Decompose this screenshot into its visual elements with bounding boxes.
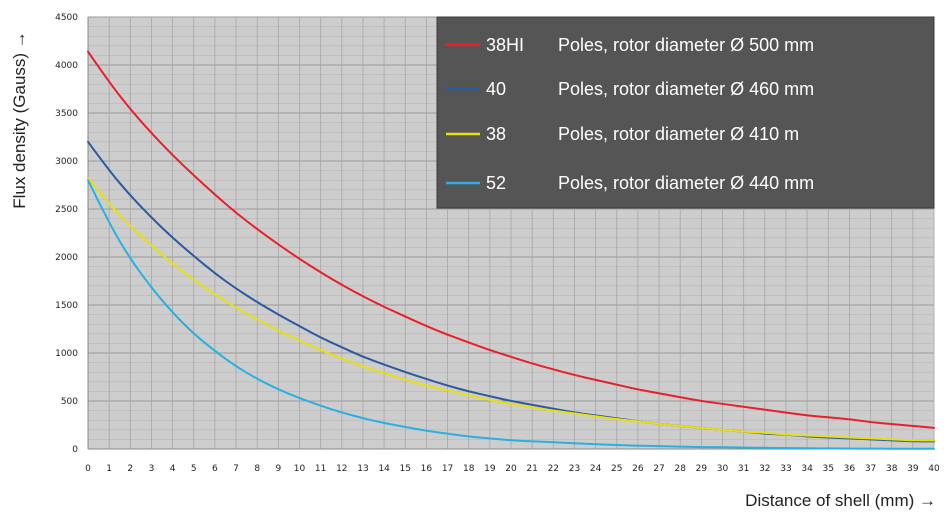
legend-box xyxy=(436,16,935,209)
y-tick-label: 3500 xyxy=(55,109,78,119)
x-tick-label: 38 xyxy=(886,464,898,474)
legend: 38HI Poles, rotor diameter Ø 500 mm 40 Pole… xyxy=(436,16,935,209)
x-tick-label: 29 xyxy=(696,464,708,474)
x-tick-label: 15 xyxy=(400,464,411,474)
y-tick-label: 0 xyxy=(72,445,78,455)
series-lines xyxy=(87,50,935,450)
x-tick-label: 9 xyxy=(275,464,281,474)
x-tick-label: 21 xyxy=(526,464,537,474)
x-tick-label: 11 xyxy=(315,464,326,474)
y-axis-title: Flux density (Gauss) → xyxy=(10,31,29,209)
y-tick-label: 4500 xyxy=(55,13,78,23)
x-tick-label: 24 xyxy=(590,464,602,474)
x-tick-label: 36 xyxy=(844,464,856,474)
series-line-52 xyxy=(87,179,935,450)
x-tick-label: 34 xyxy=(801,464,813,474)
x-tick-label: 12 xyxy=(336,464,347,474)
x-tick-label: 1 xyxy=(106,464,112,474)
x-tick-label: 10 xyxy=(294,464,306,474)
y-tick-label: 1500 xyxy=(55,301,78,311)
x-tick-label: 3 xyxy=(149,464,155,474)
x-tick-label: 31 xyxy=(738,464,749,474)
x-tick-label: 13 xyxy=(357,464,368,474)
x-tick-label: 28 xyxy=(674,464,686,474)
y-tick-label: 3000 xyxy=(55,157,78,167)
y-tick-label: 1000 xyxy=(55,349,78,359)
x-tick-label: 33 xyxy=(780,464,791,474)
legend-series-name: 38 xyxy=(486,124,506,144)
y-tick-label: 4000 xyxy=(55,61,78,71)
x-tick-label: 40 xyxy=(928,464,940,474)
legend-series-label: Poles, rotor diameter Ø 460 mm xyxy=(558,79,814,99)
y-tick-label: 2000 xyxy=(55,253,78,263)
series-line-38hi xyxy=(87,50,935,429)
legend-series-name: 52 xyxy=(486,173,506,193)
x-tick-label: 19 xyxy=(484,464,496,474)
x-tick-label: 8 xyxy=(254,464,260,474)
x-tick-label: 7 xyxy=(233,464,239,474)
legend-series-name: 38HI xyxy=(486,35,524,55)
x-tick-label: 39 xyxy=(907,464,919,474)
x-tick-label: 17 xyxy=(442,464,453,474)
y-axis-ticks: 0 500 1000 1500 2000 2500 3000 3500 4000 4500 xyxy=(55,13,78,455)
x-tick-label: 25 xyxy=(611,464,622,474)
x-axis-title: Distance of shell (mm) → xyxy=(745,491,936,510)
x-tick-label: 26 xyxy=(632,464,644,474)
x-tick-label: 32 xyxy=(759,464,770,474)
legend-series-name: 40 xyxy=(486,79,506,99)
x-tick-label: 5 xyxy=(191,464,197,474)
x-tick-label: 20 xyxy=(505,464,517,474)
x-tick-label: 27 xyxy=(653,464,664,474)
series-line-38 xyxy=(87,177,935,442)
x-tick-label: 14 xyxy=(378,464,390,474)
x-tick-label: 30 xyxy=(717,464,729,474)
x-axis-ticks: 0 1 2 3 4 5 6 7 8 9 10 11 12 13 14 15 16 17 18 19 20 21 22 23 24… xyxy=(85,464,940,474)
x-tick-label: 0 xyxy=(85,464,91,474)
x-tick-label: 35 xyxy=(823,464,834,474)
x-tick-label: 2 xyxy=(127,464,133,474)
legend-series-label: Poles, rotor diameter Ø 440 mm xyxy=(558,173,814,193)
legend-series-label: Poles, rotor diameter Ø 410 m xyxy=(558,124,799,144)
x-tick-label: 18 xyxy=(463,464,475,474)
legend-series-label: Poles, rotor diameter Ø 500 mm xyxy=(558,35,814,55)
x-tick-label: 37 xyxy=(865,464,876,474)
y-tick-label: 500 xyxy=(61,397,78,407)
x-tick-label: 22 xyxy=(548,464,559,474)
x-tick-label: 4 xyxy=(170,464,176,474)
y-tick-label: 2500 xyxy=(55,205,78,215)
x-tick-label: 6 xyxy=(212,464,218,474)
x-tick-label: 23 xyxy=(569,464,580,474)
x-tick-label: 16 xyxy=(421,464,433,474)
